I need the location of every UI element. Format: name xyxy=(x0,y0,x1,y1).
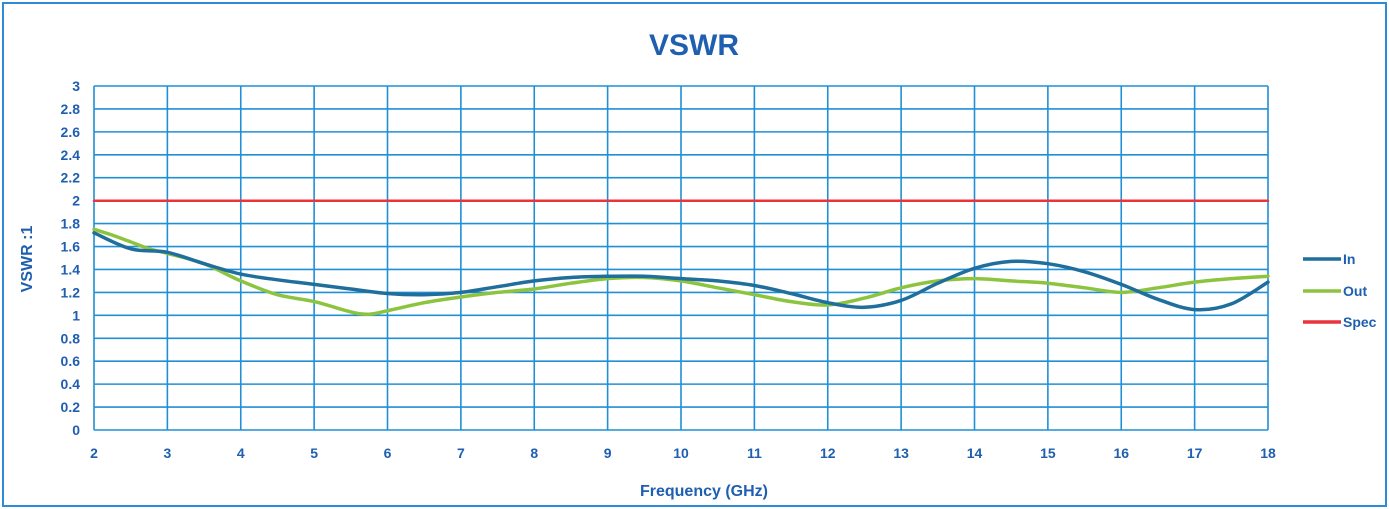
y-tick-label: 0.6 xyxy=(61,353,81,369)
y-tick-label: 2 xyxy=(72,193,80,209)
plot-grid xyxy=(93,85,1269,431)
x-axis-label: Frequency (GHz) xyxy=(640,483,768,500)
x-tick-label: 14 xyxy=(967,445,983,461)
x-tick-label: 17 xyxy=(1187,445,1203,461)
x-tick-label: 15 xyxy=(1040,445,1056,461)
x-tick-label: 12 xyxy=(820,445,836,461)
y-tick-label: 2.6 xyxy=(61,124,81,140)
y-tick-label: 2.4 xyxy=(61,147,81,163)
y-tick-label: 1 xyxy=(72,307,80,323)
x-tick-label: 10 xyxy=(673,445,689,461)
y-tick-label: 2.2 xyxy=(61,170,81,186)
x-tick-label: 18 xyxy=(1260,445,1276,461)
y-tick-label: 1.4 xyxy=(61,261,81,277)
y-axis-ticks: 0 0.2 0.4 0.6 0.8 1 1.2 1.4 1.6 1.8 2 2.2 2.4 2.6 2.8 3 xyxy=(61,78,81,438)
y-tick-label: 2.8 xyxy=(61,101,81,117)
series-line-in xyxy=(92,231,1270,312)
x-tick-label: 2 xyxy=(90,445,98,461)
x-axis-ticks: 2 3 4 5 6 7 8 9 10 11 12 13 14 15 16 17 18 xyxy=(90,445,1276,461)
y-tick-label: 0.8 xyxy=(61,330,81,346)
legend-label-spec: Spec xyxy=(1343,314,1377,330)
x-tick-label: 3 xyxy=(163,445,171,461)
y-tick-label: 1.8 xyxy=(61,216,81,232)
chart-title: VSWR xyxy=(649,29,739,62)
y-tick-label: 0.2 xyxy=(61,399,81,415)
y-tick-label: 0.4 xyxy=(61,376,81,392)
x-tick-label: 9 xyxy=(604,445,612,461)
x-tick-label: 13 xyxy=(893,445,909,461)
y-tick-label: 3 xyxy=(72,78,80,94)
y-tick-label: 0 xyxy=(72,422,80,438)
x-tick-label: 8 xyxy=(530,445,538,461)
series-lines xyxy=(92,199,1270,316)
x-tick-label: 4 xyxy=(237,445,245,461)
x-tick-label: 6 xyxy=(384,445,392,461)
legend-label-in: In xyxy=(1343,251,1355,267)
legend-label-out: Out xyxy=(1343,283,1367,299)
x-tick-label: 7 xyxy=(457,445,465,461)
y-tick-label: 1.6 xyxy=(61,239,81,255)
x-tick-label: 5 xyxy=(310,445,318,461)
y-tick-label: 1.2 xyxy=(61,284,81,300)
x-tick-label: 16 xyxy=(1113,445,1129,461)
y-axis-label: VSWR :1 xyxy=(19,226,36,293)
x-tick-label: 11 xyxy=(747,445,762,461)
legend: In Out Spec xyxy=(1303,251,1377,330)
